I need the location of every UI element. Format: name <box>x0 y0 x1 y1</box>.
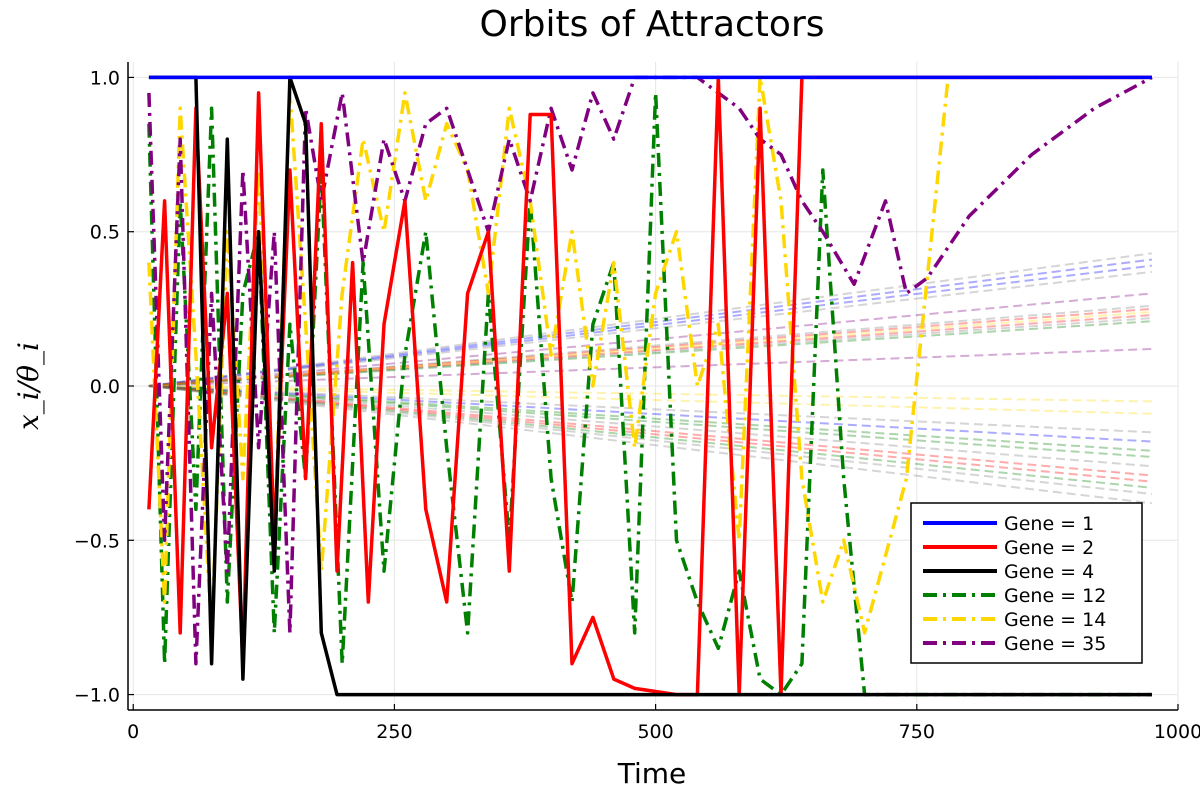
legend-box <box>910 502 1143 664</box>
x-tick-label: 0 <box>127 721 139 743</box>
y-tick-label: 0.0 <box>90 376 120 398</box>
faint-series-line <box>148 385 1152 489</box>
legend-label: Gene = 14 <box>1004 609 1106 631</box>
y-tick-label: −0.5 <box>74 530 120 552</box>
legend-label: Gene = 35 <box>1004 633 1106 655</box>
x-tick-label: 750 <box>899 721 935 743</box>
faint-series-line <box>148 270 1152 387</box>
x-tick-label: 1000 <box>1154 721 1200 743</box>
axes: 0 250 500 750 1000 −1.0 −0.5 0.0 0.5 1.0 <box>74 62 1200 743</box>
y-axis-title: x_i/θ_i <box>12 342 45 430</box>
legend-label: Gene = 4 <box>1004 561 1094 583</box>
legend-label: Gene = 1 <box>1004 513 1094 535</box>
faint-series-line <box>148 385 1152 458</box>
series-line <box>148 75 1152 697</box>
y-tick-label: −1.0 <box>74 685 120 707</box>
series-group <box>147 75 1153 697</box>
legend-label: Gene = 2 <box>1004 537 1094 559</box>
faint-series-line <box>148 385 1152 505</box>
y-tick-label: 1.0 <box>90 67 120 89</box>
series-line <box>147 75 1152 697</box>
series-line <box>147 75 1153 666</box>
legend-label: Gene = 12 <box>1004 585 1106 607</box>
x-axis-title: Time <box>617 757 687 790</box>
faint-series-line <box>148 385 1152 468</box>
x-tick-label: 250 <box>376 721 412 743</box>
y-tick-label: 0.5 <box>90 222 120 244</box>
chart-title: Orbits of Attractors <box>479 4 824 45</box>
faint-series-line <box>148 385 1152 495</box>
x-tick-label: 500 <box>637 721 673 743</box>
